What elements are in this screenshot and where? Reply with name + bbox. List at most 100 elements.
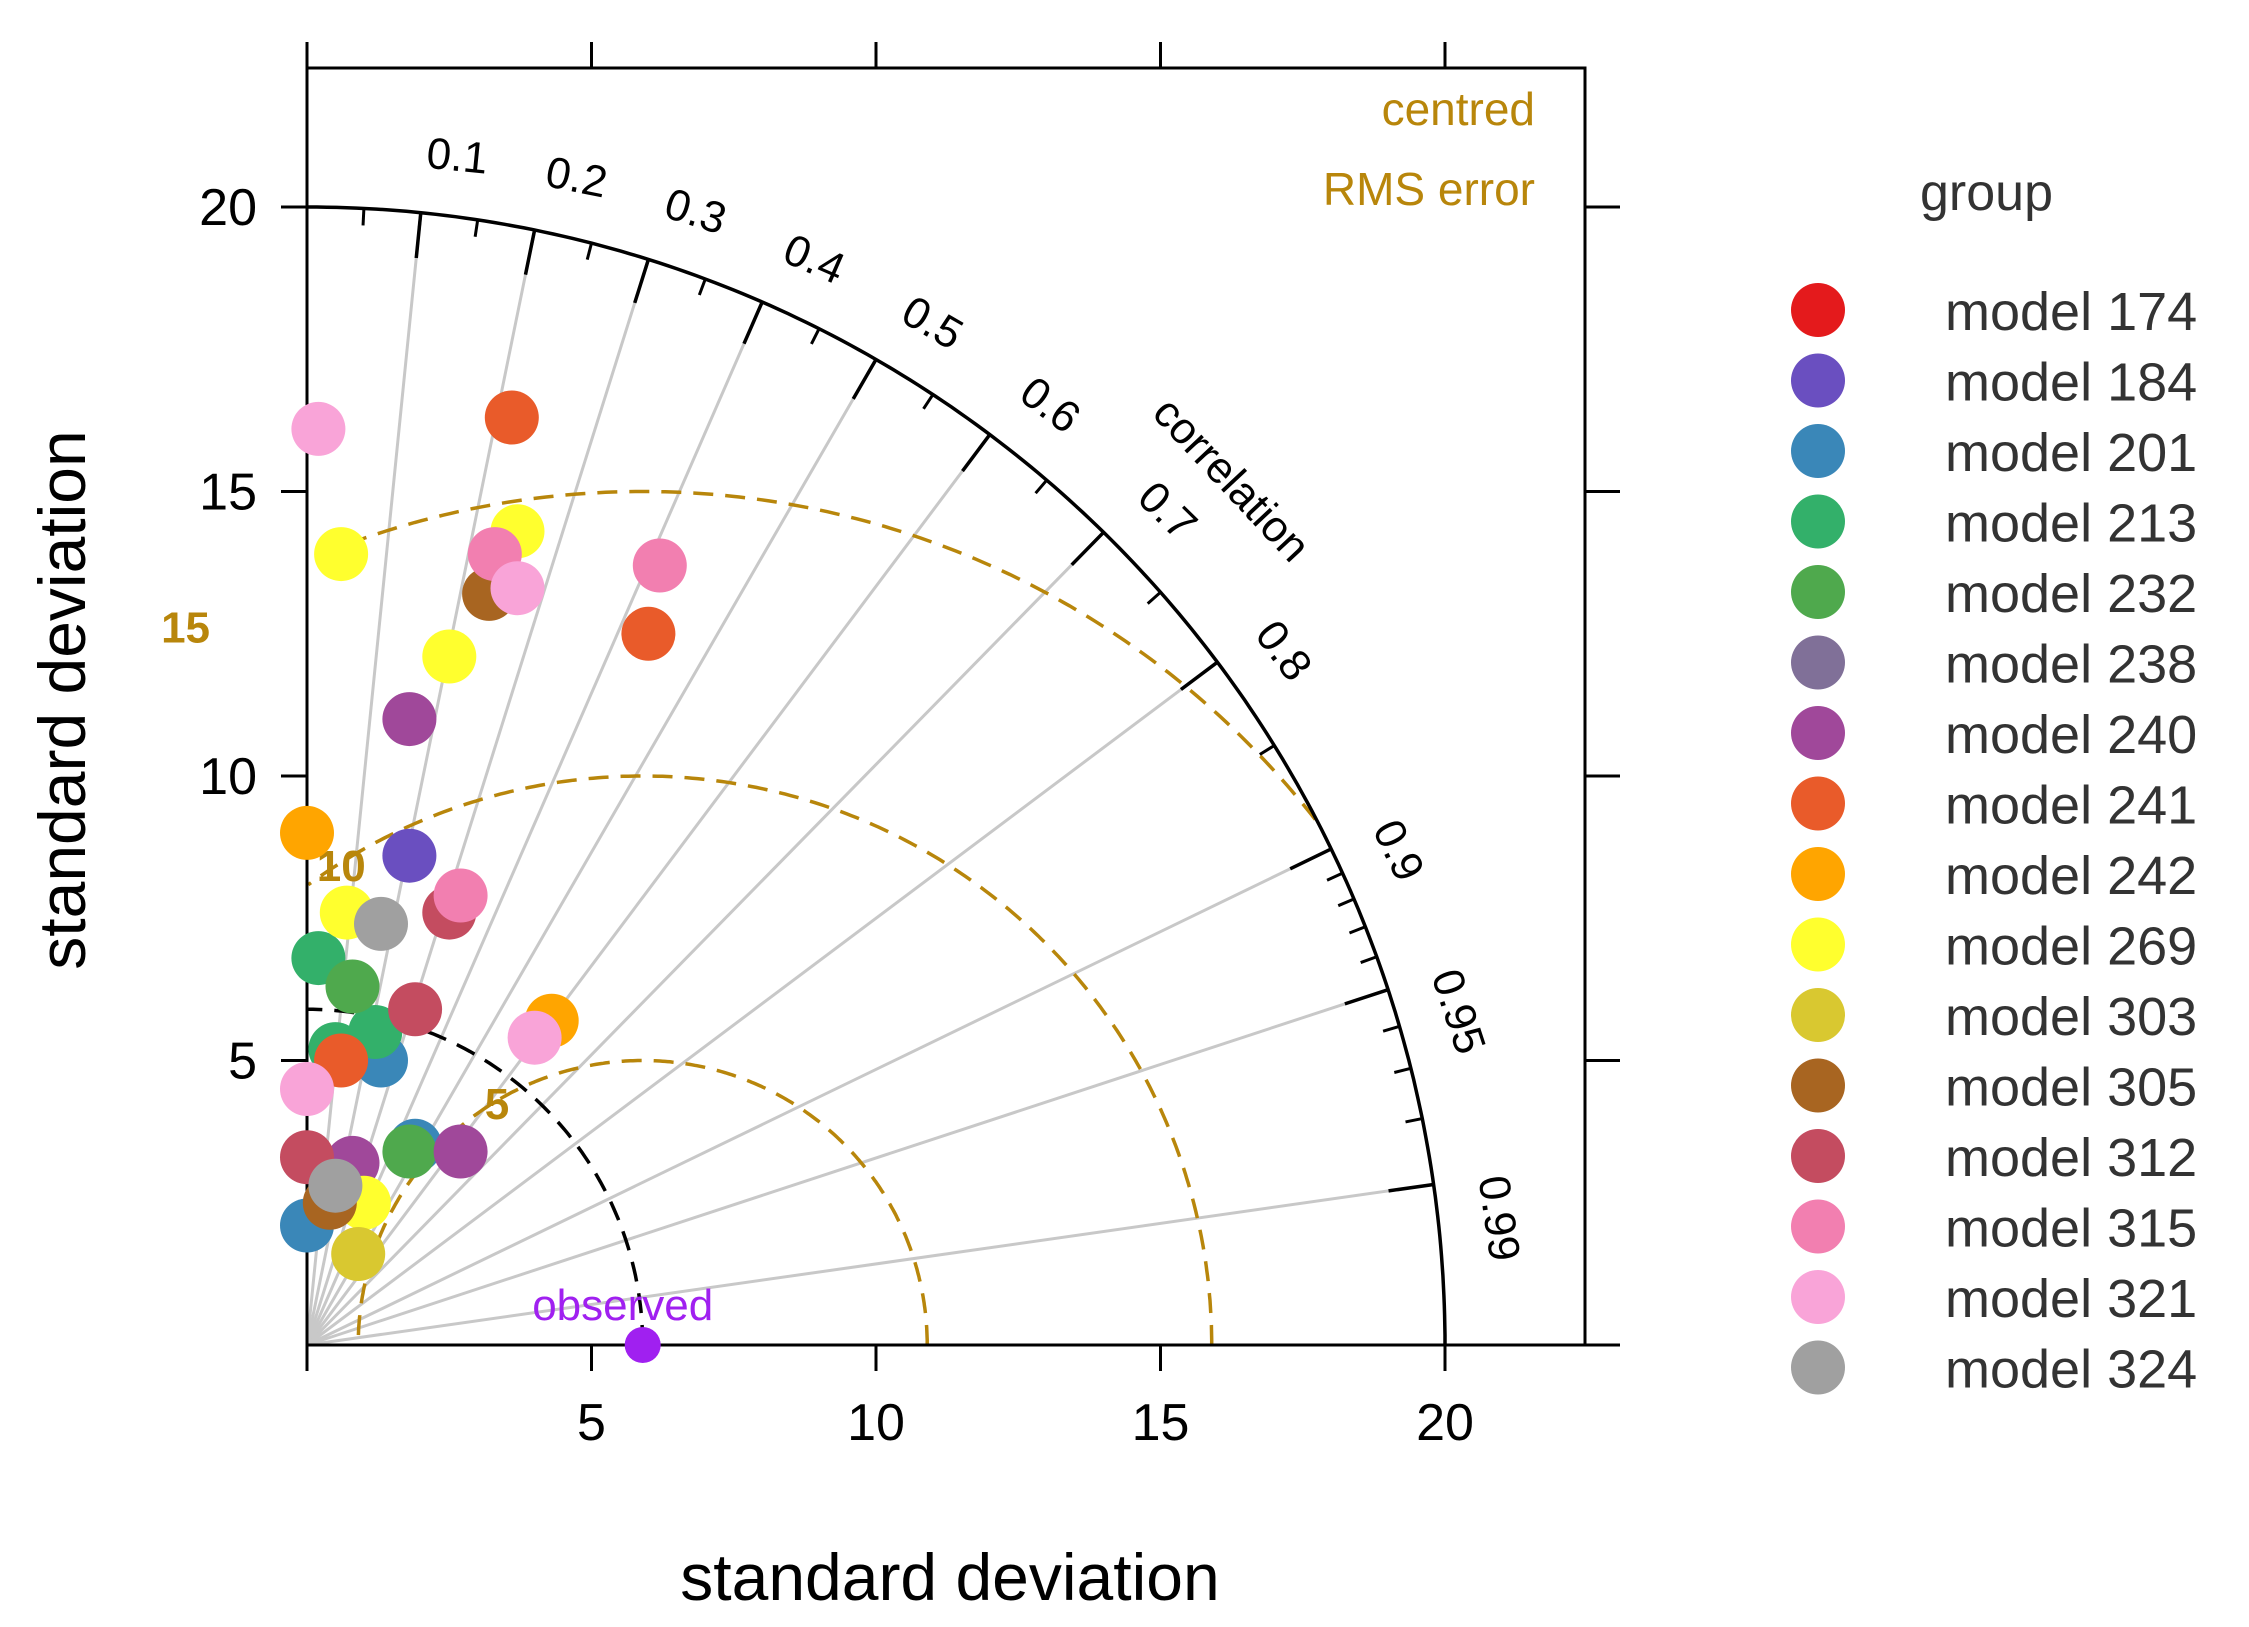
legend-label-model-242: model 242 bbox=[1945, 846, 2197, 906]
correlation-tick-label-0.4: 0.4 bbox=[776, 225, 852, 294]
point-model-232-1 bbox=[325, 959, 380, 1014]
point-model-240-1 bbox=[382, 692, 437, 747]
correlation-minor-tick bbox=[1337, 897, 1355, 908]
legend-swatch-model-242 bbox=[1791, 847, 1845, 901]
rms-contour-5 bbox=[356, 1058, 929, 1345]
legend-swatch-model-241 bbox=[1791, 776, 1845, 831]
legend-swatch-model-269 bbox=[1791, 917, 1845, 972]
legend-label-model-240: model 240 bbox=[1945, 705, 2197, 765]
correlation-minor-tick bbox=[1405, 1117, 1423, 1124]
outer-sd-arc bbox=[307, 205, 1447, 1345]
correlation-tick-label-0.1: 0.1 bbox=[424, 129, 490, 184]
rms-contour-10 bbox=[307, 774, 1214, 1345]
correlation-tick-label-0.99: 0.99 bbox=[1469, 1172, 1530, 1264]
rms-contour-label-15: 15 bbox=[161, 604, 210, 653]
y-tick-label-15: 15 bbox=[199, 464, 257, 522]
correlation-major-tick bbox=[1344, 987, 1389, 1006]
point-model-315-3 bbox=[433, 868, 488, 923]
observed-sd-arc bbox=[307, 1007, 645, 1345]
legend-swatch-model-240 bbox=[1791, 706, 1845, 760]
legend-swatch-model-324 bbox=[1791, 1340, 1845, 1395]
point-model-312-2 bbox=[388, 982, 443, 1037]
x-tick-label-5: 5 bbox=[577, 1394, 606, 1452]
rms-title-line1: centred bbox=[1382, 83, 1535, 135]
point-model-269-2 bbox=[314, 527, 369, 582]
correlation-major-tick bbox=[523, 229, 537, 275]
legend-swatch-model-201 bbox=[1791, 424, 1845, 478]
legend-label-model-174: model 174 bbox=[1945, 282, 2197, 342]
legend-swatch-model-305 bbox=[1791, 1058, 1845, 1113]
point-model-321-4 bbox=[280, 1062, 334, 1116]
correlation-major-tick bbox=[633, 258, 651, 304]
legend-swatch-model-321 bbox=[1791, 1270, 1845, 1324]
correlation-minor-tick bbox=[810, 328, 821, 345]
correlation-line-0.99 bbox=[306, 1182, 1434, 1347]
correlation-minor-tick bbox=[473, 219, 480, 237]
correlation-major-tick bbox=[1179, 660, 1219, 691]
correlation-tick-label-0.95: 0.95 bbox=[1422, 963, 1495, 1060]
legend-label-model-315: model 315 bbox=[1945, 1199, 2197, 1259]
grid-layer bbox=[305, 212, 1434, 1347]
correlation-minor-tick bbox=[1146, 591, 1162, 605]
correlation-minor-tick bbox=[697, 278, 707, 296]
legend-swatch-model-303 bbox=[1791, 988, 1845, 1042]
y-tick-label-20: 20 bbox=[199, 179, 257, 237]
point-model-269-3 bbox=[422, 629, 477, 684]
rms-contour-15 bbox=[308, 489, 1317, 821]
axes-layer: 0.1 0.2 0.3 0.4 0.5 0.6 0.7 0.8 0.9 0.95 0.99 5 10 15… bbox=[199, 42, 1620, 1452]
point-model-321-2 bbox=[490, 561, 545, 616]
rms-contour-label-5: 5 bbox=[485, 1080, 509, 1129]
point-model-321-3 bbox=[507, 1010, 562, 1065]
legend-label-model-201: model 201 bbox=[1945, 423, 2197, 483]
correlation-line-0.95 bbox=[306, 988, 1389, 1347]
correlation-line-0.6 bbox=[305, 433, 991, 1346]
point-model-324-2 bbox=[308, 1158, 363, 1213]
legend-swatch-model-174 bbox=[1791, 283, 1845, 337]
correlation-line-0.4 bbox=[305, 301, 764, 1346]
legend-label-model-312: model 312 bbox=[1945, 1128, 2197, 1188]
legend-swatch-model-315 bbox=[1791, 1199, 1845, 1254]
correlation-major-tick bbox=[961, 433, 992, 473]
y-tick-label-10: 10 bbox=[199, 748, 257, 806]
legend-swatch-model-312 bbox=[1791, 1129, 1845, 1183]
point-model-240-2 bbox=[433, 1124, 488, 1179]
legend-label-model-238: model 238 bbox=[1945, 635, 2197, 695]
legend-swatch-model-184 bbox=[1791, 353, 1845, 408]
legend-swatch-model-238 bbox=[1791, 635, 1845, 690]
correlation-major-tick bbox=[1388, 1182, 1434, 1193]
rms-contours: 5 10 15 bbox=[161, 489, 1317, 1345]
plot-frame bbox=[305, 66, 1587, 1347]
legend-label-model-303: model 303 bbox=[1945, 987, 2197, 1047]
correlation-major-tick bbox=[851, 358, 878, 400]
y-tick-label-5: 5 bbox=[228, 1033, 257, 1091]
point-model-242-1 bbox=[280, 805, 334, 860]
point-model-303-1 bbox=[331, 1227, 386, 1281]
correlation-minor-tick bbox=[922, 393, 935, 410]
correlation-tick-label-0.2: 0.2 bbox=[542, 147, 612, 207]
correlation-minor-tick bbox=[1360, 955, 1378, 964]
correlation-line-0.5 bbox=[305, 358, 878, 1346]
legend: model 174 model 184 model 201 model 213 mode… bbox=[1791, 282, 2197, 1400]
point-model-321-1 bbox=[291, 401, 346, 456]
correlation-tick-label-0.7: 0.7 bbox=[1128, 472, 1206, 550]
correlation-major-tick bbox=[742, 301, 764, 345]
correlation-line-0.9 bbox=[306, 847, 1332, 1347]
data-points bbox=[280, 390, 687, 1363]
correlation-tick-label-0.3: 0.3 bbox=[659, 179, 732, 244]
correlation-minor-tick bbox=[1326, 871, 1344, 882]
x-axis-label: standard deviation bbox=[680, 1540, 1219, 1614]
x-tick-label-20: 20 bbox=[1416, 1394, 1474, 1452]
legend-title: group bbox=[1920, 164, 2053, 222]
point-model-315-1 bbox=[632, 538, 687, 593]
point-model-241-1 bbox=[484, 390, 539, 445]
x-tick-label-10: 10 bbox=[847, 1394, 905, 1452]
legend-label-model-305: model 305 bbox=[1945, 1058, 2197, 1118]
correlation-tick-label-0.5: 0.5 bbox=[894, 287, 971, 360]
observed-point bbox=[624, 1327, 661, 1363]
legend-label-model-269: model 269 bbox=[1945, 917, 2197, 977]
correlation-minor-tick bbox=[1382, 1024, 1400, 1033]
x-tick-label-15: 15 bbox=[1132, 1394, 1190, 1452]
legend-label-model-241: model 241 bbox=[1945, 776, 2197, 836]
rms-title-line2: RMS error bbox=[1323, 163, 1535, 215]
